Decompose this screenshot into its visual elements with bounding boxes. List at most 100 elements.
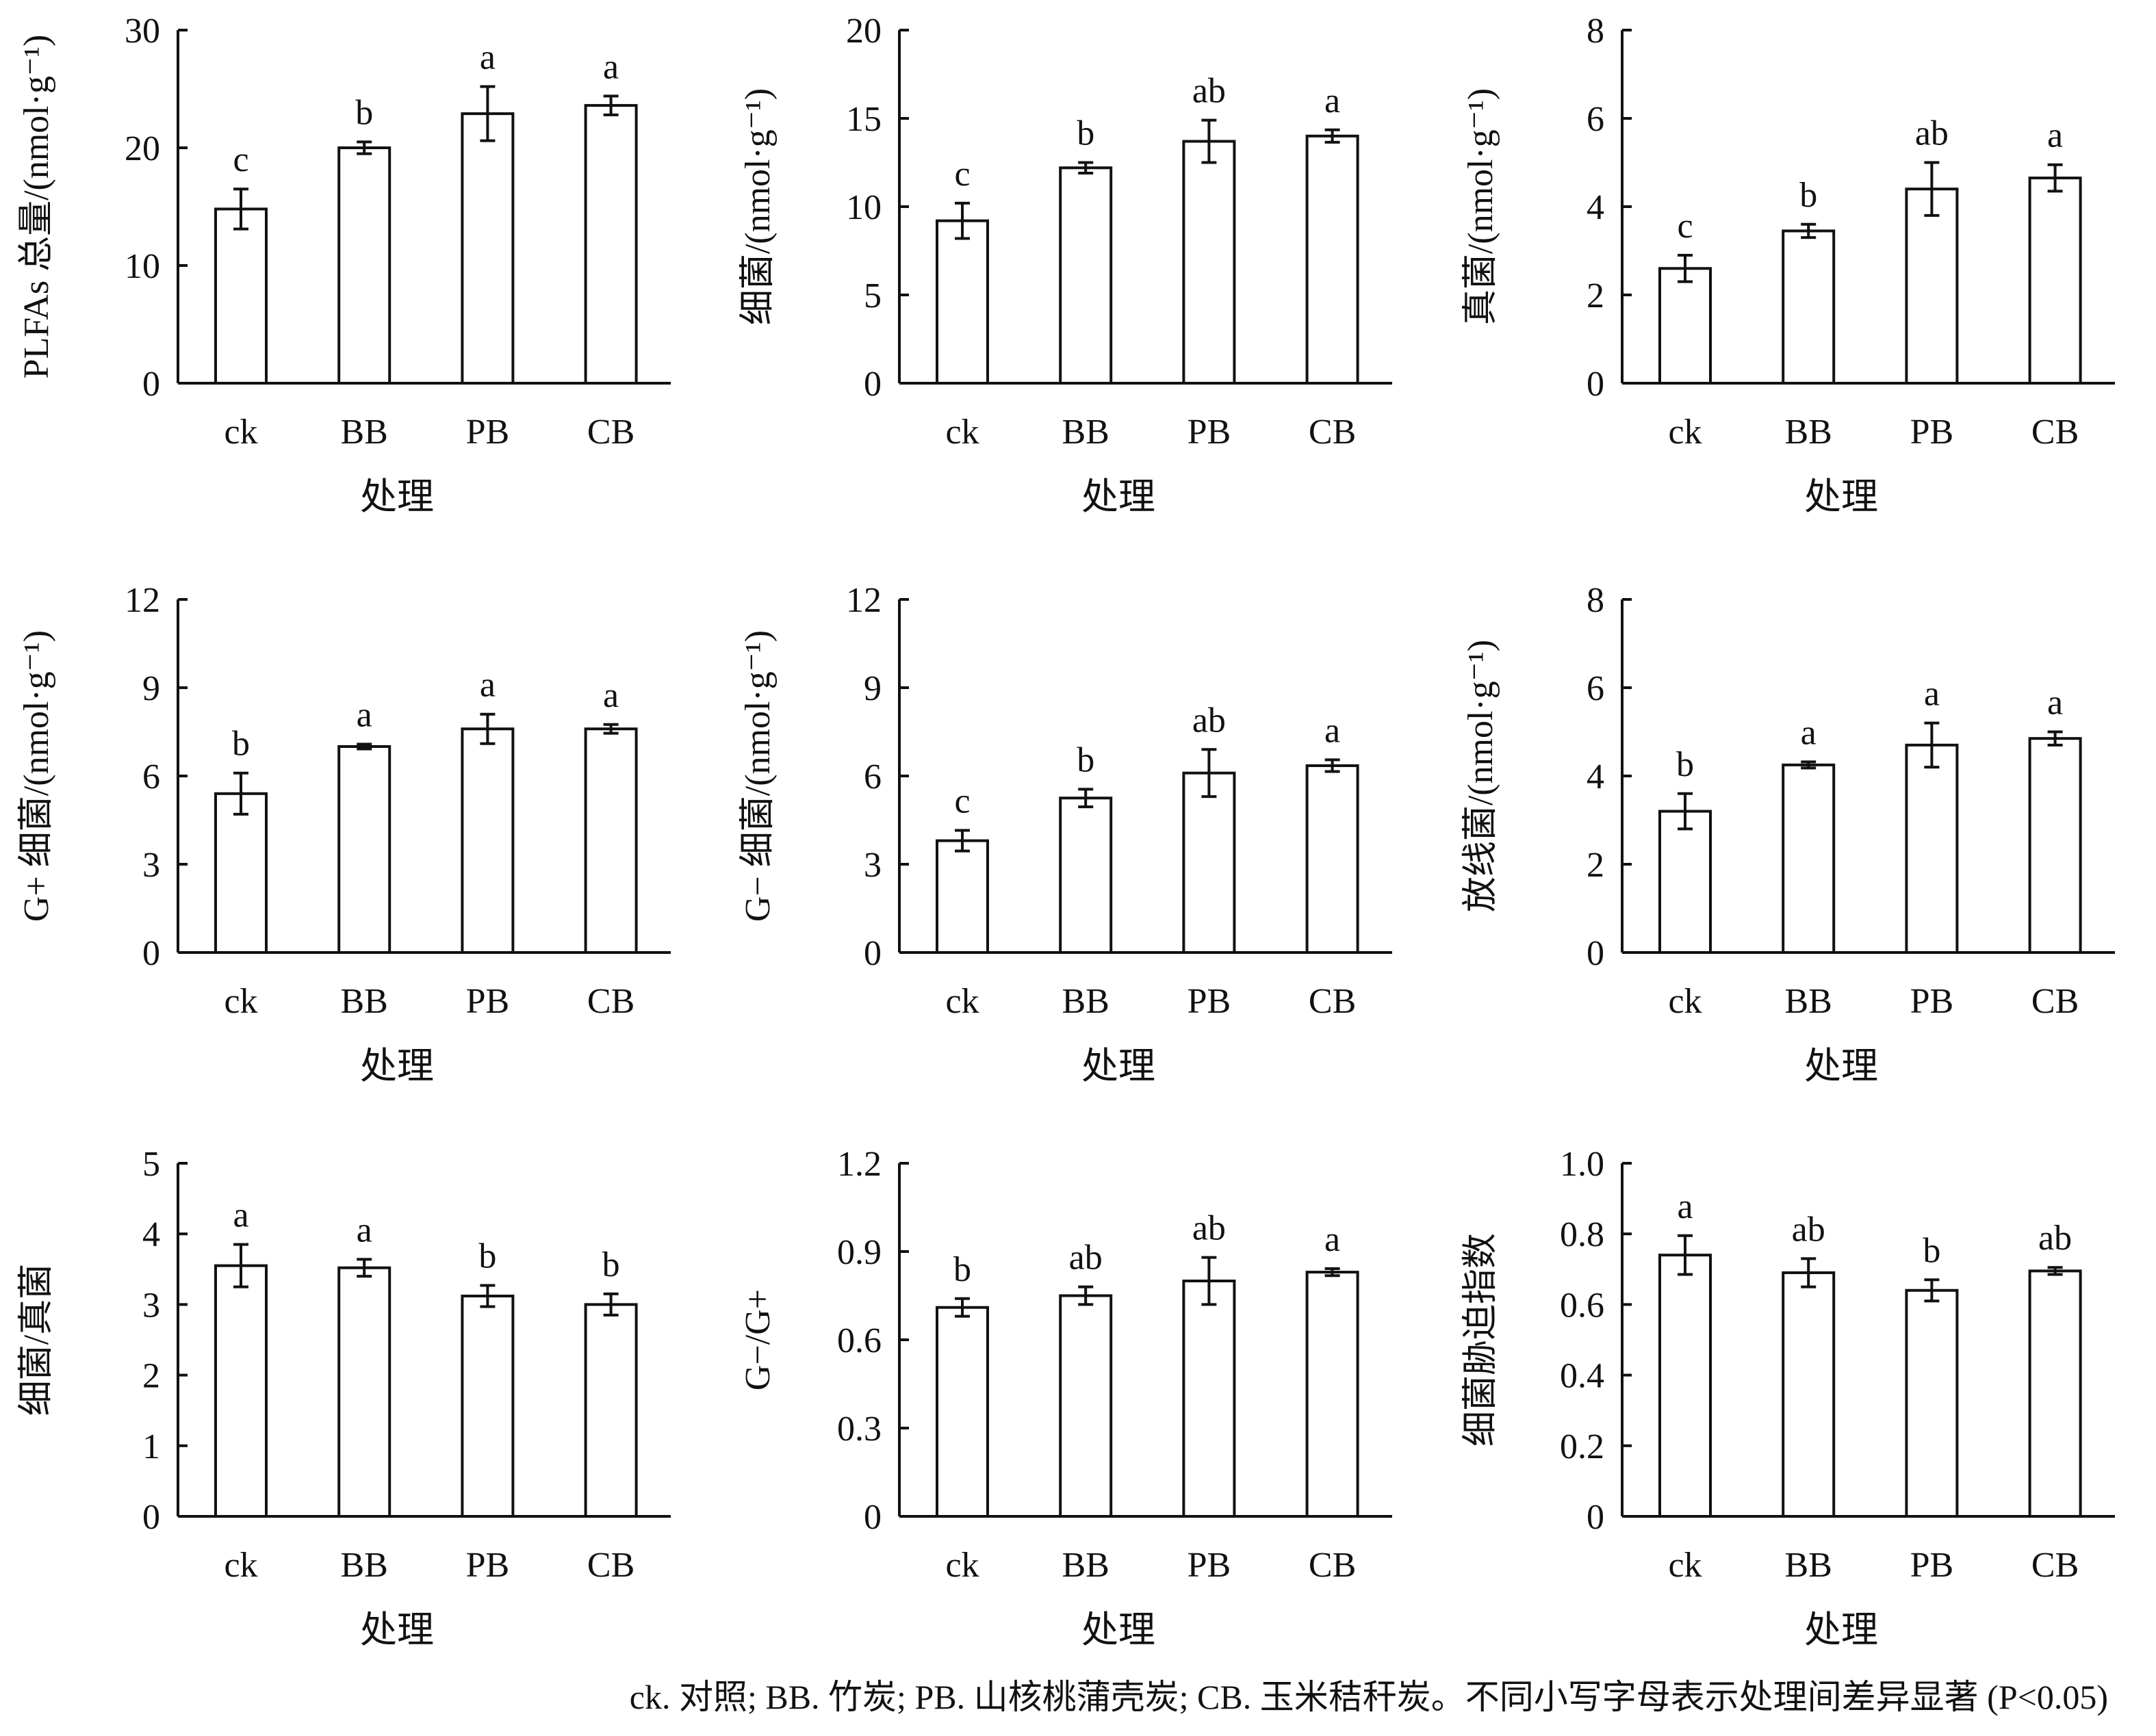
bar — [1782, 763, 1836, 954]
x-tick-label: BB — [341, 1546, 388, 1585]
y-tick-label: 0.4 — [1560, 1357, 1604, 1396]
y-tick-label: 0 — [1587, 1498, 1604, 1537]
y-axis-title: G+ 细菌/(nmol·g⁻¹) — [17, 630, 56, 922]
x-tick-label: ck — [945, 982, 979, 1021]
bar — [214, 207, 268, 385]
x-tick-label: BB — [1785, 982, 1832, 1021]
bar — [337, 745, 392, 954]
significance-letter: b — [602, 1245, 620, 1284]
bar — [461, 112, 515, 385]
bar — [1182, 771, 1236, 954]
y-axis-title: 细菌/真菌 — [17, 1264, 56, 1416]
bar — [337, 1266, 392, 1518]
significance-letter: a — [357, 696, 372, 735]
y-tick-label: 0 — [864, 1498, 882, 1537]
bar — [1782, 229, 1836, 385]
significance-letter: a — [2047, 116, 2063, 155]
bar — [1658, 1254, 1712, 1518]
significance-letter: a — [1324, 81, 1340, 120]
significance-letter: c — [954, 782, 970, 821]
y-tick-label: 0.3 — [837, 1410, 882, 1449]
significance-letter: ab — [1915, 114, 1949, 153]
x-tick-label: PB — [1910, 413, 1954, 452]
x-tick-label: PB — [466, 982, 510, 1021]
x-tick-label: BB — [1062, 982, 1109, 1021]
y-tick-label: 1.2 — [837, 1145, 882, 1184]
bar — [1305, 134, 1359, 385]
y-tick-label: 6 — [1587, 669, 1604, 708]
x-tick-label: CB — [587, 982, 634, 1021]
x-tick-label: CB — [2031, 413, 2079, 452]
x-tick-label: ck — [224, 413, 257, 452]
significance-letter: b — [1799, 176, 1817, 215]
significance-letter: ab — [1192, 701, 1226, 740]
y-tick-label: 4 — [142, 1215, 160, 1254]
y-tick-label: 20 — [125, 129, 160, 168]
bar — [1658, 809, 1712, 954]
bar — [584, 104, 638, 385]
y-tick-label: 8 — [1587, 581, 1604, 620]
bar — [461, 727, 515, 954]
significance-letter: a — [1677, 1187, 1693, 1226]
y-tick-label: 0.6 — [837, 1321, 882, 1360]
bar — [1059, 796, 1113, 954]
significance-letter: a — [233, 1196, 248, 1235]
bar — [214, 792, 268, 955]
y-axis-title: 细菌/(nmol·g⁻¹) — [739, 88, 778, 325]
significance-letter: a — [603, 676, 619, 715]
x-tick-label: CB — [2031, 1546, 2079, 1585]
x-tick-label: CB — [587, 413, 634, 452]
significance-letter: ab — [1792, 1210, 1825, 1249]
bar — [1305, 1271, 1359, 1518]
y-tick-label: 0.8 — [1560, 1215, 1604, 1254]
y-axis-title: 放线菌/(nmol·g⁻¹) — [1461, 640, 1500, 912]
y-tick-label: 3 — [864, 846, 882, 885]
x-tick-label: CB — [1309, 1546, 1356, 1585]
y-tick-label: 10 — [846, 188, 882, 227]
x-tick-label: ck — [224, 1546, 257, 1585]
significance-letter: a — [480, 666, 496, 705]
bar — [461, 1295, 515, 1518]
significance-letter: a — [1801, 713, 1817, 752]
y-axis-title: 真菌/(nmol·g⁻¹) — [1461, 88, 1500, 325]
y-tick-label: 2 — [1587, 276, 1604, 315]
bar — [1658, 267, 1712, 385]
y-tick-label: 5 — [864, 276, 882, 315]
y-tick-label: 4 — [1587, 188, 1604, 227]
bar — [1905, 1288, 1959, 1518]
y-tick-label: 2 — [1587, 846, 1604, 885]
x-axis-title: 处理 — [1081, 476, 1155, 517]
y-tick-label: 6 — [1587, 100, 1604, 139]
significance-letter: b — [1077, 740, 1094, 779]
x-tick-label: PB — [1910, 1546, 1954, 1585]
bar-chart-panel: 0 2 4 6 8 b ck a BB a PB a CB 处理 放线菌/(nmol·g⁻¹) — [1461, 581, 2115, 1087]
bar — [1059, 166, 1113, 385]
significance-letter: ab — [2038, 1219, 2072, 1258]
x-axis-title: 处理 — [1081, 1046, 1155, 1087]
y-axis-title: G−/G+ — [739, 1289, 778, 1390]
y-tick-label: 9 — [864, 669, 882, 708]
bar — [936, 219, 989, 385]
x-tick-label: PB — [1188, 982, 1231, 1021]
y-tick-label: 4 — [1587, 757, 1604, 796]
significance-letter: a — [1324, 1220, 1340, 1259]
x-tick-label: BB — [341, 982, 388, 1021]
y-tick-label: 12 — [846, 581, 882, 620]
y-tick-label: 0.6 — [1560, 1286, 1604, 1325]
x-tick-label: CB — [1309, 982, 1356, 1021]
x-axis-title: 处理 — [360, 1046, 434, 1087]
bar — [1905, 187, 1959, 385]
bar — [337, 146, 392, 385]
bar — [1059, 1294, 1113, 1518]
x-axis-title: 处理 — [360, 1609, 434, 1650]
x-tick-label: ck — [1668, 413, 1702, 452]
bar — [1182, 1280, 1236, 1518]
x-tick-label: ck — [1668, 1546, 1702, 1585]
significance-letter: c — [1677, 207, 1693, 246]
x-axis-title: 处理 — [1081, 1609, 1155, 1650]
y-tick-label: 5 — [142, 1145, 160, 1184]
y-tick-label: 1 — [142, 1427, 160, 1466]
significance-letter: b — [478, 1237, 496, 1276]
bar — [1305, 764, 1359, 954]
